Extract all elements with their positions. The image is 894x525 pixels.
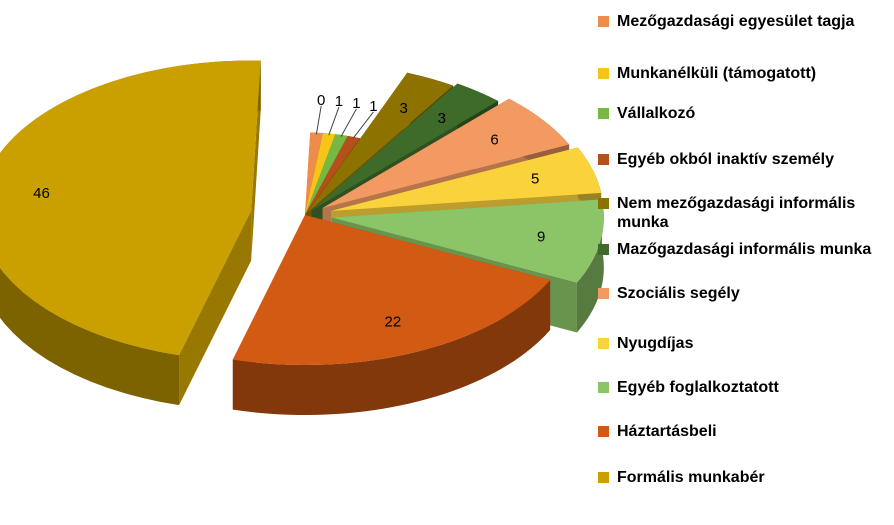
- legend-label: Szociális segély: [617, 285, 740, 302]
- pie-slice-rim: [232, 280, 551, 415]
- legend-label: Formális munkabér: [617, 469, 765, 486]
- data-label-leader: [340, 108, 357, 137]
- data-label-nyugdijas: 5: [531, 171, 539, 188]
- legend-label: Nyugdíjas: [617, 335, 694, 352]
- legend-item-nem-mezogazdasagi-informalis-munka: Nem mezőgazdasági informális munka: [598, 194, 877, 232]
- pie-slice-top: [0, 60, 261, 356]
- data-label-haztartasbeli: 22: [385, 313, 402, 330]
- pie-slice-top: [305, 134, 348, 215]
- legend-swatch: [598, 68, 609, 79]
- legend-item-mazogazdasagi-informalis-munka: Mazőgazdasági informális munka: [598, 240, 877, 259]
- legend-swatch: [598, 426, 609, 437]
- data-label-mezogazdasagi-egyesulet-tagja: 0: [317, 92, 325, 109]
- legend-swatch: [598, 108, 609, 119]
- data-label-leader: [315, 105, 322, 135]
- legend-item-vallalkozo: Vállalkozó: [598, 104, 877, 123]
- pie-slice-top: [305, 133, 336, 215]
- pie-slice-formalis-munkaber: [0, 60, 261, 406]
- legend-swatch: [598, 244, 609, 255]
- legend-item-haztartasbeli: Háztartásbeli: [598, 422, 877, 441]
- legend-item-nyugdijas: Nyugdíjas: [598, 334, 877, 353]
- data-label-leader: [328, 106, 340, 136]
- data-label-leader: [352, 111, 374, 139]
- pie-slice-top: [307, 72, 454, 213]
- data-label-munkanelkuli-tamogatott: 1: [335, 93, 343, 110]
- legend-label: Nem mezőgazdasági informális munka: [617, 195, 856, 231]
- legend-swatch: [598, 16, 609, 27]
- legend-swatch: [598, 382, 609, 393]
- data-label-mazogazdasagi-informalis-munka: 3: [438, 110, 446, 127]
- legend-item-munkanelkuli-tamogatott: Munkanélküli (támogatott): [598, 64, 877, 83]
- legend-item-egyeb-foglalkoztatott: Egyéb foglalkoztatott: [598, 378, 877, 397]
- legend-label: Egyéb foglalkoztatott: [617, 379, 779, 396]
- pie-slice-top: [331, 147, 602, 211]
- pie-slice-top: [305, 132, 323, 215]
- pie-slice-top: [311, 83, 499, 211]
- pie-slice-haztartasbeli: [232, 215, 551, 415]
- legend-item-szocialis-segely: Szociális segély: [598, 284, 877, 303]
- data-label-egyeb-okbol-inaktiv-szemely: 1: [369, 98, 377, 115]
- pie-slice-top: [331, 199, 604, 283]
- data-label-vallalkozo: 1: [352, 95, 360, 112]
- legend-label: Vállalkozó: [617, 105, 696, 122]
- pie-slice-side: [179, 210, 252, 406]
- legend-swatch: [598, 154, 609, 165]
- legend-item-egyeb-okbol-inaktiv-szemely: Egyéb okból inaktív személy: [598, 150, 877, 169]
- legend-swatch: [598, 288, 609, 299]
- data-label-szocialis-segely: 6: [490, 131, 498, 148]
- legend-label: Munkanélküli (támogatott): [617, 65, 817, 82]
- pie-slice-top: [322, 98, 570, 208]
- pie-slice-top: [305, 135, 360, 215]
- legend-item-formalis-munkaber: Formális munkabér: [598, 468, 877, 487]
- legend-label: Háztartásbeli: [617, 423, 717, 440]
- data-label-nem-mezogazdasagi-informalis-munka: 3: [399, 100, 407, 117]
- legend-swatch: [598, 472, 609, 483]
- pie-slice-rim: [576, 199, 604, 333]
- data-label-formalis-munkaber: 46: [33, 185, 50, 202]
- legend-swatch: [598, 198, 609, 209]
- legend-item-mezogazdasagi-egyesulet-tagja: Mezőgazdasági egyesület tagja: [598, 12, 877, 31]
- legend-label: Mezőgazdasági egyesület tagja: [617, 13, 855, 30]
- legend-label: Egyéb okból inaktív személy: [617, 151, 834, 168]
- legend-label: Mazőgazdasági informális munka: [617, 241, 872, 258]
- pie-slice-top: [232, 215, 551, 366]
- data-label-egyeb-foglalkoztatott: 9: [537, 229, 545, 246]
- legend-swatch: [598, 338, 609, 349]
